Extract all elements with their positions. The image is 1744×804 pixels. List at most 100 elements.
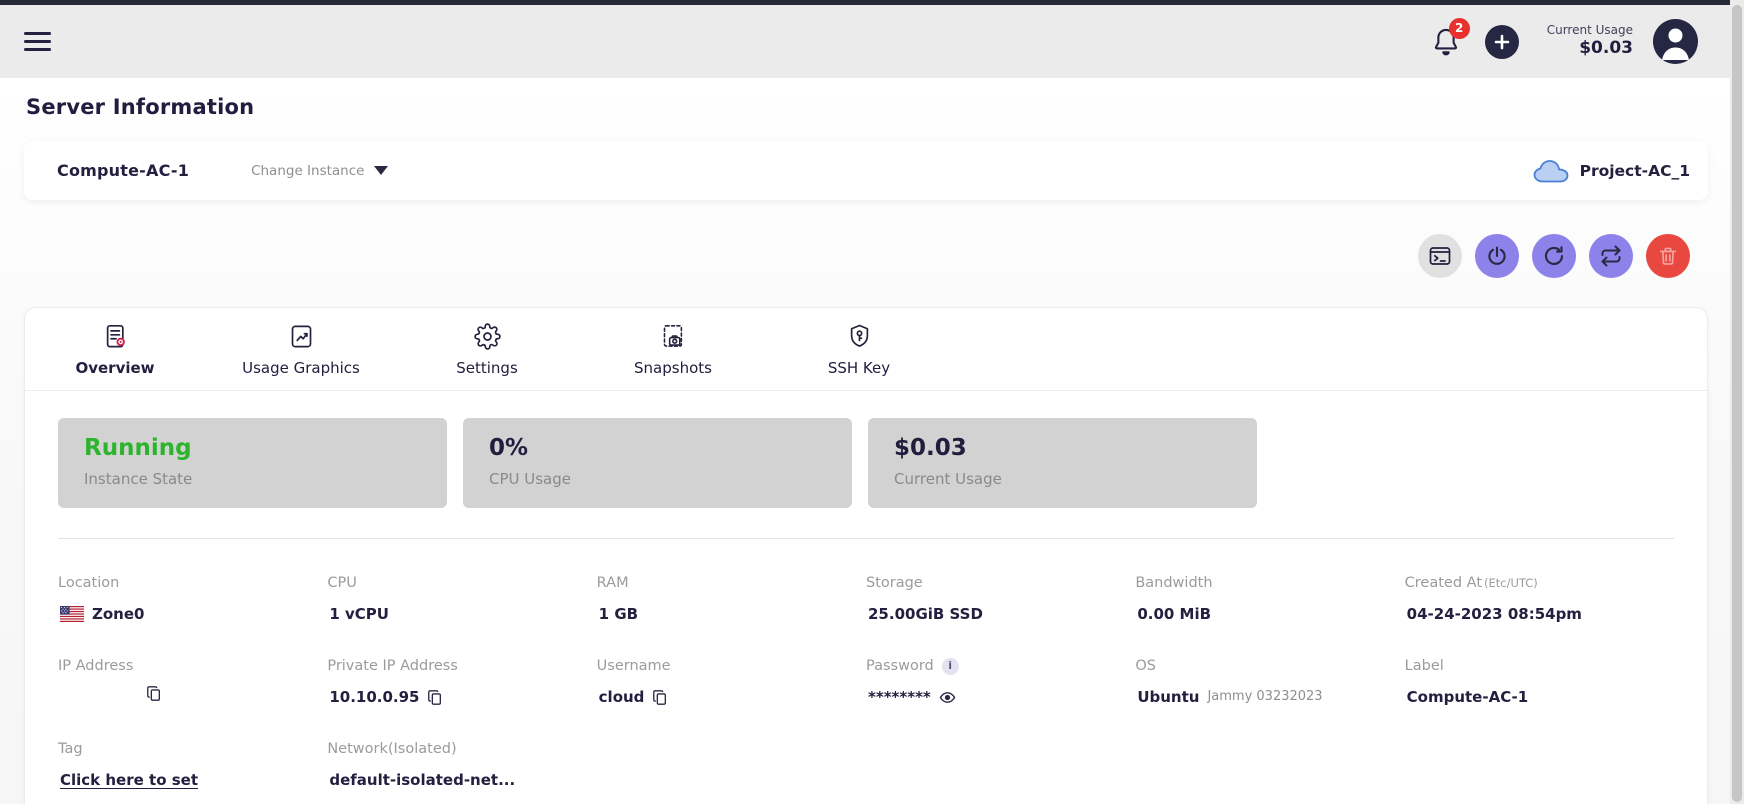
info-icon[interactable]: i [941,657,959,675]
detail-private-ip: Private IP Address 10.10.0.95 [327,656,596,709]
delete-button[interactable] [1646,234,1690,278]
label-value: Compute-AC-1 [1406,688,1529,706]
tab-ssh-key[interactable]: SSH Key [789,323,929,390]
copy-private-ip-button[interactable] [427,689,443,706]
instance-actions [24,234,1708,278]
cpu-usage-card: 0% CPU Usage [463,418,852,508]
app-header: 2 Current Usage $0.03 [0,5,1744,78]
reveal-password-button[interactable] [939,690,956,705]
detail-password: Password i ******** [866,656,1135,709]
timezone-suffix: (Etc/UTC) [1484,576,1538,590]
network-value: default-isolated-net... [329,771,516,789]
tab-usage-graphics[interactable]: Usage Graphics [231,323,371,390]
cpu-value: 1 vCPU [329,605,389,623]
shield-key-icon [846,323,873,350]
create-new-button[interactable] [1484,24,1519,59]
cloud-icon [1532,158,1570,184]
eye-icon [939,690,956,705]
project-chip[interactable]: Project-AC_1 [1532,158,1690,184]
snapshot-camera-icon [660,323,687,350]
current-usage-card: $0.03 Current Usage [868,418,1257,508]
tab-overview[interactable]: Overview [45,323,185,390]
transfer-button[interactable] [1589,234,1633,278]
instance-selector-bar: Compute-AC-1 Change Instance Project-AC_… [24,141,1708,200]
transfer-icon [1599,244,1623,268]
instance-state-card: Running Instance State [58,418,447,508]
detail-bandwidth: Bandwidth 0.00 MiB [1135,573,1404,626]
detail-ip-address: IP Address [58,656,327,709]
instance-state-value: Running [84,435,192,461]
server-details-grid: Location Zone0 CPU 1 vCPU [58,573,1674,792]
overview-document-icon [102,323,129,350]
tab-bar: Overview Usage Graphics [25,308,1707,391]
ram-value: 1 GB [598,605,639,623]
storage-value: 25.00GiB SSD [868,605,983,623]
top-strip [0,0,1744,5]
notifications-button[interactable]: 2 [1431,17,1470,58]
detail-ram: RAM 1 GB [597,573,866,626]
hamburger-menu-icon[interactable] [24,32,51,51]
os-version: Jammy 03232023 [1207,689,1323,704]
project-name: Project-AC_1 [1579,161,1690,180]
us-flag-icon [60,606,84,622]
page-title: Server Information [26,95,255,119]
current-usage-label: Current Usage [1546,23,1633,38]
scrollbar-thumb[interactable] [1732,5,1742,802]
trash-icon [1657,245,1679,267]
username-value: cloud [598,688,645,706]
tab-label: Settings [456,359,518,377]
copy-ip-button[interactable] [146,685,162,702]
cpu-usage-value: 0% [489,435,529,461]
user-avatar[interactable] [1653,19,1698,64]
chevron-down-icon [374,166,389,175]
current-usage-summary: Current Usage $0.03 [1547,23,1633,59]
current-usage-card-value: $0.03 [894,435,967,461]
os-value: Ubuntu [1137,688,1200,706]
tab-label: SSH Key [827,359,891,377]
tab-settings[interactable]: Settings [417,323,557,390]
detail-network: Network(Isolated) default-isolated-net..… [327,739,596,792]
vertical-scrollbar[interactable] [1730,0,1744,804]
chart-icon [288,323,315,350]
detail-storage: Storage 25.00GiB SSD [866,573,1135,626]
plus-icon [1493,33,1511,51]
restart-icon [1542,244,1566,268]
change-instance-label: Change Instance [251,162,365,179]
detail-tag: Tag Click here to set [58,739,327,792]
page-content: Server Information Compute-AC-1 Change I… [0,78,1744,804]
detail-username: Username cloud [597,656,866,709]
tab-label: Usage Graphics [242,359,360,377]
restart-button[interactable] [1532,234,1576,278]
status-cards: Running Instance State 0% CPU Usage $0.0… [58,418,1674,508]
instance-name: Compute-AC-1 [57,161,190,180]
change-instance-dropdown[interactable]: Change Instance [251,162,389,179]
tab-snapshots[interactable]: Snapshots [603,323,743,390]
password-value: ******** [868,688,931,706]
tab-label: Overview [75,359,155,377]
copy-icon [652,689,668,706]
instance-state-label: Instance State [84,470,193,488]
user-icon [1653,19,1698,64]
created-at-value: 04-24-2023 08:54pm [1406,605,1582,623]
copy-icon [427,689,443,706]
copy-username-button[interactable] [652,689,668,706]
console-button[interactable] [1418,234,1462,278]
detail-cpu: CPU 1 vCPU [327,573,596,626]
power-icon [1485,244,1509,268]
current-usage-value: $0.03 [1579,38,1633,59]
cpu-usage-label: CPU Usage [489,470,572,488]
terminal-icon [1428,245,1452,267]
private-ip-value: 10.10.0.95 [329,688,420,706]
detail-os: OS Ubuntu Jammy 03232023 [1135,656,1404,709]
location-value: Zone0 [92,605,145,623]
power-button[interactable] [1475,234,1519,278]
server-detail-card: Overview Usage Graphics [24,307,1708,804]
tab-label: Snapshots [634,359,712,377]
divider [58,538,1674,539]
bandwidth-value: 0.00 MiB [1137,605,1212,623]
detail-created-at: Created At (Etc/UTC) 04-24-2023 08:54pm [1405,573,1674,626]
detail-label: Label Compute-AC-1 [1405,656,1674,709]
copy-icon [146,685,162,702]
set-tag-link[interactable]: Click here to set [60,771,198,789]
current-usage-card-label: Current Usage [894,470,1002,488]
